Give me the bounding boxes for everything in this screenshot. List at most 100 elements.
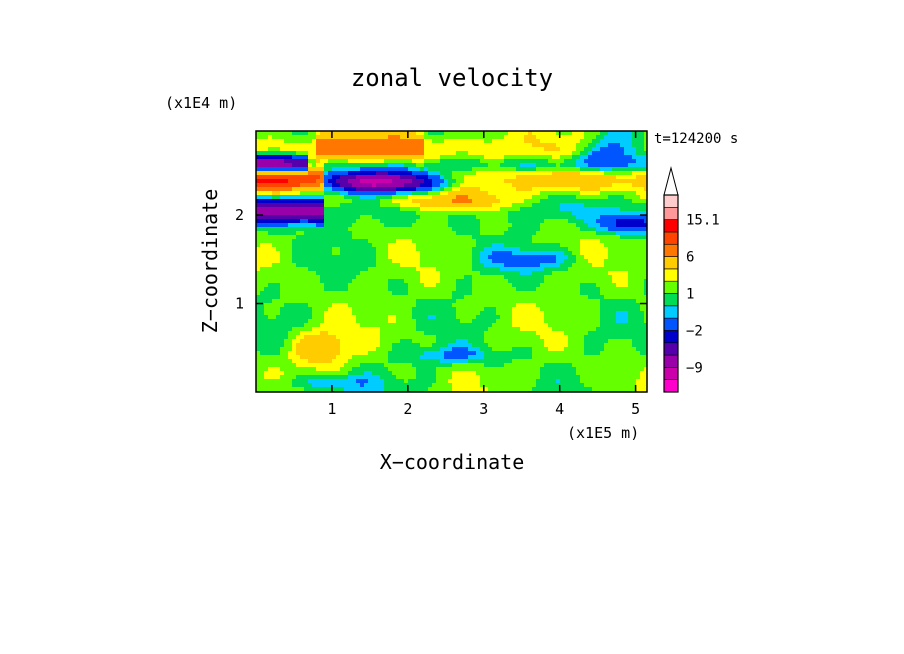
field-cell	[288, 259, 292, 263]
field-cell	[324, 231, 328, 235]
field-cell	[536, 215, 540, 219]
field-cell	[644, 171, 647, 175]
field-cell	[544, 179, 548, 183]
field-cell	[616, 215, 620, 219]
field-cell	[256, 303, 260, 307]
field-cell	[604, 143, 608, 147]
field-cell	[284, 159, 288, 163]
field-cell	[324, 219, 328, 223]
field-cell	[604, 251, 608, 255]
field-cell	[544, 327, 548, 331]
field-cell	[304, 227, 308, 231]
field-cell	[384, 299, 388, 303]
field-cell	[396, 179, 400, 183]
field-cell	[344, 163, 348, 167]
field-cell	[472, 179, 476, 183]
field-cell	[256, 203, 260, 207]
field-cell	[516, 295, 520, 299]
field-cell	[588, 179, 592, 183]
field-cell	[580, 191, 584, 195]
field-cell	[572, 299, 576, 303]
field-cell	[480, 207, 484, 211]
field-cell	[440, 195, 444, 199]
field-cell	[464, 311, 468, 315]
field-cell	[512, 131, 516, 135]
field-cell	[568, 323, 572, 327]
field-cell	[612, 295, 616, 299]
field-cell	[548, 199, 552, 203]
field-cell	[544, 195, 548, 199]
field-cell	[492, 195, 496, 199]
field-cell	[332, 175, 336, 179]
field-cell	[632, 203, 636, 207]
field-cell	[564, 239, 568, 243]
field-cell	[568, 135, 572, 139]
field-cell	[564, 139, 568, 143]
field-cell	[376, 311, 380, 315]
field-cell	[512, 259, 516, 263]
field-cell	[388, 159, 392, 163]
field-cell	[328, 315, 332, 319]
field-cell	[508, 159, 512, 163]
field-cell	[484, 223, 488, 227]
field-cell	[440, 259, 444, 263]
field-cell	[288, 223, 292, 227]
field-cell	[572, 163, 576, 167]
field-cell	[376, 135, 380, 139]
field-cell	[620, 239, 624, 243]
field-cell	[624, 199, 628, 203]
field-cell	[452, 275, 456, 279]
field-cell	[556, 199, 560, 203]
field-cell	[416, 283, 420, 287]
field-cell	[352, 311, 356, 315]
field-cell	[368, 215, 372, 219]
field-cell	[492, 311, 496, 315]
field-cell	[464, 299, 468, 303]
field-cell	[436, 207, 440, 211]
field-cell	[280, 291, 284, 295]
field-cell	[552, 195, 556, 199]
field-cell	[496, 195, 500, 199]
field-cell	[604, 207, 608, 211]
field-cell	[556, 183, 560, 187]
field-cell	[584, 219, 588, 223]
field-cell	[256, 155, 260, 159]
field-cell	[620, 207, 624, 211]
field-cell	[608, 255, 612, 259]
field-cell	[432, 131, 436, 135]
field-cell	[304, 159, 308, 163]
field-cell	[488, 275, 492, 279]
field-cell	[400, 183, 404, 187]
field-cell	[328, 215, 332, 219]
field-cell	[556, 207, 560, 211]
field-cell	[544, 171, 548, 175]
field-cell	[536, 323, 540, 327]
field-cell	[320, 183, 324, 187]
field-cell	[636, 235, 640, 239]
field-cell	[516, 307, 520, 311]
field-cell	[348, 155, 352, 159]
field-cell	[572, 275, 576, 279]
field-cell	[520, 203, 524, 207]
field-cell	[420, 311, 424, 315]
field-cell	[480, 151, 484, 155]
field-cell	[628, 239, 632, 243]
field-cell	[376, 323, 380, 327]
field-cell	[272, 187, 276, 191]
field-cell	[512, 263, 516, 267]
field-cell	[388, 259, 392, 263]
field-cell	[360, 311, 364, 315]
field-cell	[620, 131, 624, 135]
field-cell	[576, 231, 580, 235]
field-cell	[624, 243, 628, 247]
field-cell	[500, 143, 504, 147]
field-cell	[488, 247, 492, 251]
field-cell	[596, 267, 600, 271]
field-cell	[364, 167, 368, 171]
field-cell	[532, 299, 536, 303]
field-cell	[360, 299, 364, 303]
field-cell	[592, 223, 596, 227]
field-cell	[484, 307, 488, 311]
field-cell	[612, 299, 616, 303]
field-cell	[508, 187, 512, 191]
